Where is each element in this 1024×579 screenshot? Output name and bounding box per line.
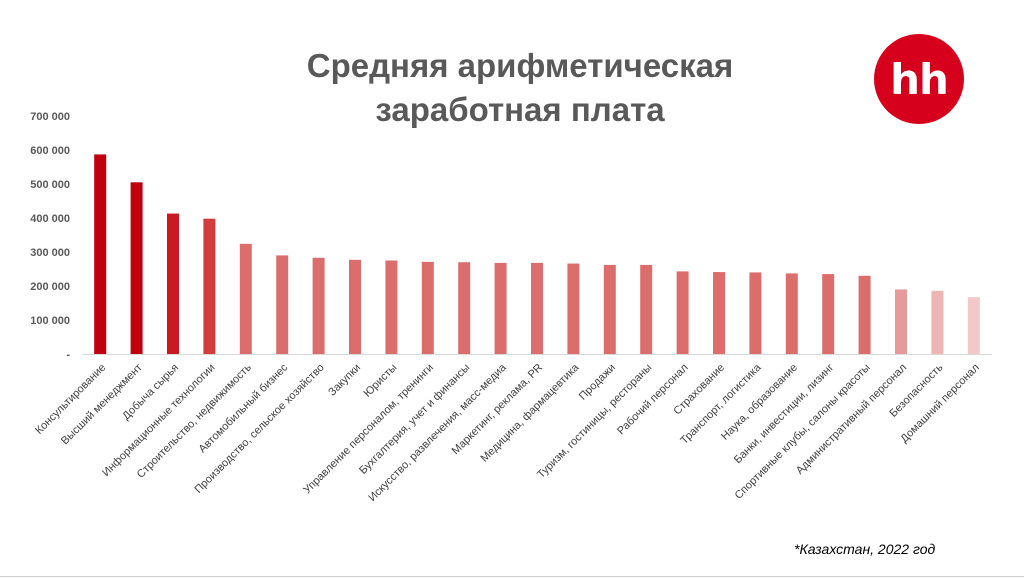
bottom-divider [0, 576, 1024, 577]
bar [749, 272, 762, 354]
category-label: Спортивные клубы, салоны красоты [733, 362, 873, 502]
bar [567, 263, 580, 354]
bar [713, 272, 725, 354]
y-tick-label: 700 000 [30, 111, 70, 123]
chart-title: Средняя арифметическая заработная плата [0, 44, 1024, 132]
bar [239, 243, 252, 354]
bar [676, 271, 689, 354]
footnote: *Казахстан, 2022 год [794, 541, 936, 557]
y-tick-label: 100 000 [30, 315, 70, 327]
bar [822, 274, 835, 354]
bar [421, 261, 434, 354]
category-label: Консультирование [33, 362, 108, 437]
bar [203, 218, 216, 354]
bar [785, 273, 798, 354]
y-tick-label: 200 000 [30, 281, 70, 293]
bar [130, 182, 143, 354]
bar [167, 213, 179, 354]
bar [494, 262, 507, 354]
y-tick-label: - [66, 349, 70, 361]
category-label: Рабочий персонал [615, 362, 691, 438]
bar [895, 289, 907, 354]
category-label: Искусство, развлечения, масс-медиа [366, 361, 509, 504]
bar [458, 262, 471, 354]
category-label: Управление персоналом, тренинги [301, 362, 436, 497]
y-tick-label: 400 000 [30, 213, 70, 225]
category-label: Закупки [326, 362, 363, 399]
y-tick-label: 300 000 [30, 247, 70, 259]
category-label: Производство, сельское хозяйство [192, 362, 326, 496]
y-tick-label: 600 000 [30, 145, 70, 157]
bar [276, 255, 289, 354]
bar [312, 257, 325, 354]
bar [349, 259, 361, 354]
bar [858, 275, 871, 354]
bar [931, 290, 944, 354]
chart-title-line-1: Средняя арифметическая [306, 47, 734, 84]
bar [385, 260, 398, 354]
bar [94, 154, 107, 354]
bar [640, 264, 653, 354]
bar [603, 264, 616, 354]
bar [531, 262, 543, 354]
bar [967, 297, 980, 354]
y-tick-label: 500 000 [30, 179, 70, 191]
chart-title-line-2: заработная плата [375, 91, 665, 128]
hh-logo: hh [874, 34, 964, 124]
